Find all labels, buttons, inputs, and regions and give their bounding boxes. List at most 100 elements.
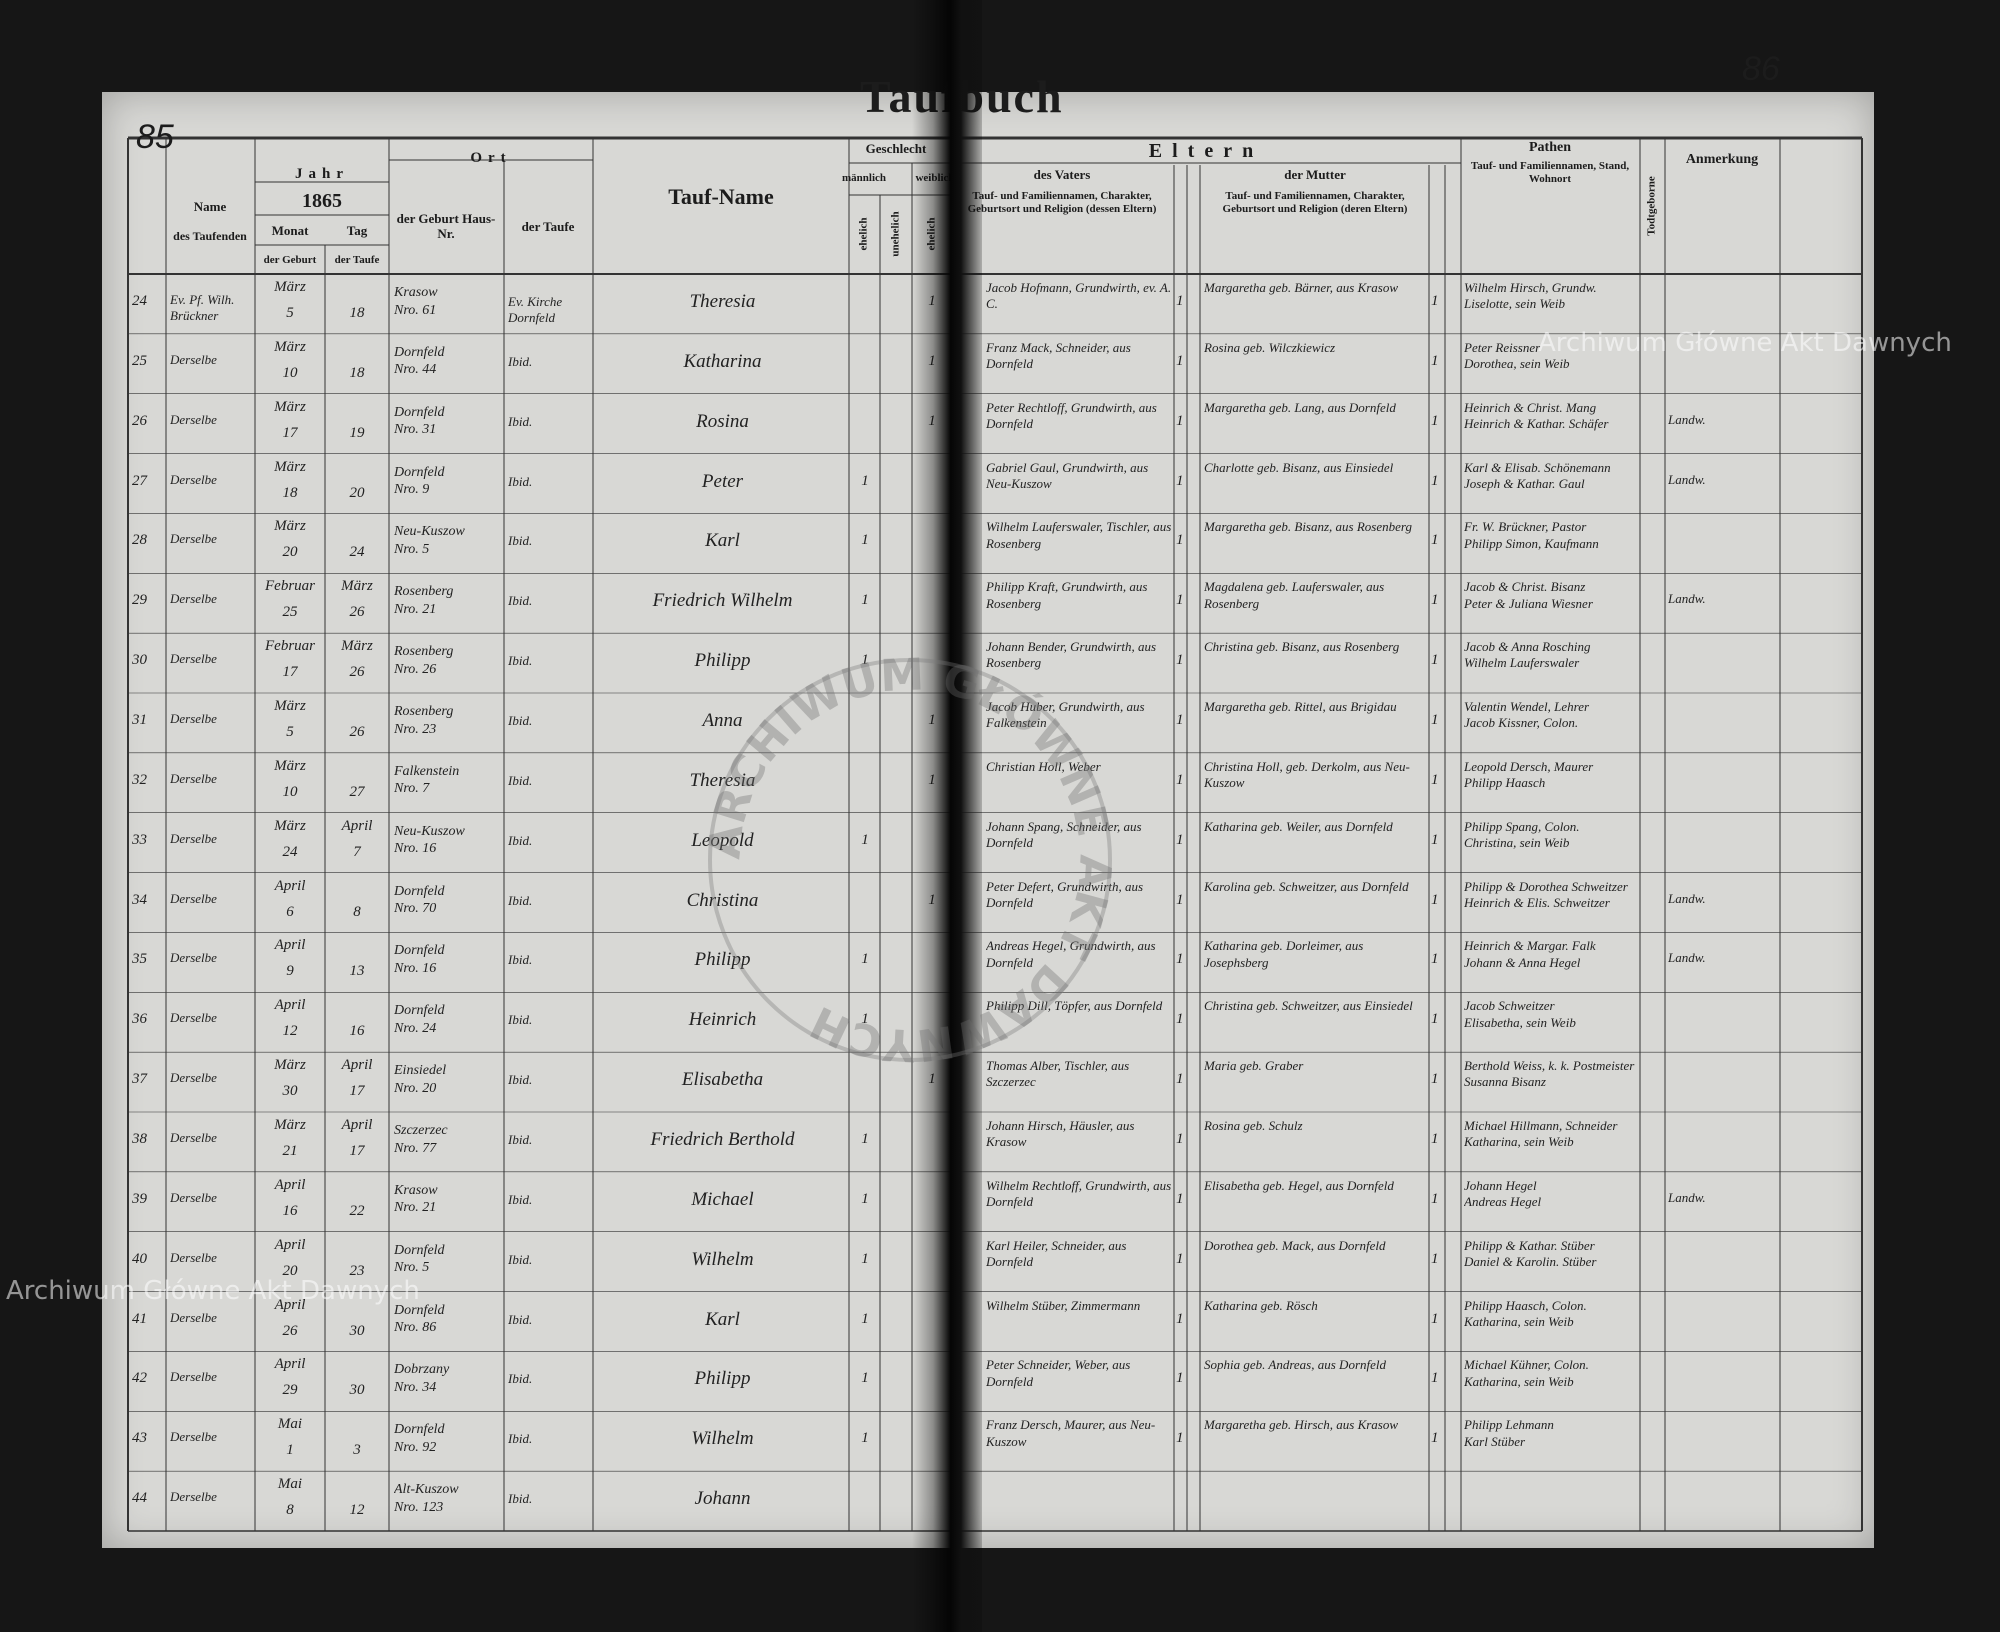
birth-day: 25 (282, 604, 298, 621)
mother: Margaretha geb. Bisanz, aus Rosenberg (1204, 519, 1412, 535)
birth-day: 20 (282, 1262, 298, 1279)
baptism-day: 22 (349, 1202, 365, 1219)
officiant: Derselbe (170, 770, 217, 786)
birth-place: Szczerzec Nro. 77 (394, 1123, 448, 1156)
mother-religion-mark: 1 (1431, 712, 1439, 728)
mother: Karolina geb. Schweitzer, aus Dornfeld (1204, 878, 1409, 894)
entry-number: 30 (132, 652, 147, 669)
mother-religion-mark: 1 (1431, 532, 1439, 549)
header: Monat (271, 223, 309, 238)
baptism-month: April (341, 817, 373, 834)
officiant: Derselbe (170, 1489, 217, 1505)
baptism-name: Wilhelm (691, 1248, 754, 1270)
officiant: Derselbe (170, 471, 217, 487)
birth-month: April (274, 877, 306, 894)
father-religion-mark: 1 (1176, 891, 1184, 908)
binding-fold (912, 0, 982, 1632)
godparents: Philipp & Kathar. Stüber Daniel & Karoli… (1464, 1237, 1597, 1269)
father-religion-mark: 1 (1176, 1250, 1184, 1267)
mother-religion-mark: 1 (1431, 412, 1439, 429)
father: Wilhelm Rechtloff, Grundwirth, aus Dornf… (986, 1177, 1172, 1210)
entry-number: 37 (132, 1071, 147, 1088)
father-religion-mark: 1 (1176, 951, 1184, 968)
entry-number: 29 (132, 592, 147, 609)
godparents: Berthold Weiss, k. k. Postmeister Susann… (1464, 1058, 1635, 1090)
birth-place: Dornfeld Nro. 24 (394, 1003, 445, 1036)
mother: Charlotte geb. Bisanz, aus Einsiedel (1204, 459, 1394, 475)
mother: Sophia geb. Andreas, aus Dornfeld (1204, 1357, 1386, 1373)
male-legitimate: 1 (861, 472, 869, 489)
baptism-place: Ibid. (508, 1191, 533, 1207)
birth-day: 30 (282, 1083, 298, 1100)
birth-place: Dornfeld Nro. 31 (394, 404, 445, 438)
baptism-name: Christina (686, 889, 759, 911)
godparents: Philipp Haasch, Colon. Katharina, sein W… (1464, 1297, 1587, 1329)
godparents: Johann Hegel Andreas Hegel (1464, 1177, 1542, 1210)
baptism-name: Rosina (696, 410, 749, 432)
header: unehelich (889, 211, 902, 257)
baptism-day: 26 (349, 664, 365, 681)
father: Wilhelm Stüber, Zimmermann (986, 1297, 1141, 1313)
entry-number: 27 (132, 472, 147, 489)
mother: Elisabetha geb. Hegel, aus Dornfeld (1204, 1177, 1394, 1193)
header: Anmerkung (1685, 152, 1759, 167)
baptism-day: 13 (349, 963, 365, 980)
baptism-name: Friedrich Berthold (650, 1129, 795, 1150)
godparents: Philipp Spang, Colon. Christina, sein We… (1464, 818, 1580, 850)
baptism-place: Ibid. (508, 353, 533, 369)
mother-religion-mark: 1 (1431, 352, 1439, 369)
baptism-place: Ibid. (508, 1311, 533, 1327)
birth-place: Einsiedel Nro. 20 (394, 1063, 447, 1096)
birth-day: 6 (286, 903, 294, 920)
birth-place: Dobrzany Nro. 34 (394, 1362, 450, 1395)
father-religion-mark: 1 (1176, 1310, 1184, 1327)
mother: Magdalena geb. Lauferswaler, aus Rosenbe… (1204, 579, 1385, 611)
mother: Katharina geb. Dorleimer, aus Josephsber… (1204, 938, 1364, 970)
father: Christian Holl, Weber (986, 758, 1101, 774)
watermark: Archiwum Główne Akt Dawnych (6, 1276, 420, 1306)
birth-day: 17 (282, 664, 298, 681)
officiant: Derselbe (170, 950, 217, 966)
officiant: Derselbe (170, 651, 217, 667)
officiant: Ev. Pf. Wilh. Brückner (170, 292, 235, 324)
mother-religion-mark: 1 (1431, 891, 1439, 908)
header: der Taufe (521, 219, 575, 234)
baptism-name: Leopold (691, 829, 754, 851)
officiant: Derselbe (170, 711, 217, 726)
baptism-place: Ibid. (508, 593, 533, 609)
birth-place: Dornfeld Nro. 9 (394, 464, 445, 498)
father: Johann Hirsch, Häusler, aus Krasow (986, 1118, 1135, 1150)
male-legitimate: 1 (861, 1190, 869, 1207)
mother-religion-mark: 1 (1431, 472, 1439, 489)
officiant: Derselbe (170, 591, 217, 607)
mother: Christina Holl, geb. Derkolm, aus Neu-Ku… (1204, 758, 1410, 791)
birth-month: März (274, 1057, 306, 1074)
entry-number: 38 (132, 1131, 147, 1147)
mother-religion-mark: 1 (1431, 652, 1439, 669)
male-legitimate: 1 (861, 951, 869, 968)
header: Geschlecht (865, 141, 927, 156)
baptism-day: 24 (349, 544, 365, 561)
officiant: Derselbe (170, 890, 217, 906)
godparents: Michael Hillmann, Schneider Katharina, s… (1464, 1118, 1618, 1150)
remark: Landw. (1668, 950, 1706, 966)
birth-place: Dornfeld Nro. 86 (394, 1302, 445, 1336)
birth-place: Alt-Kuszow Nro. 123 (394, 1482, 459, 1515)
father-religion-mark: 1 (1176, 352, 1184, 369)
birth-place: Dornfeld Nro. 16 (394, 943, 445, 976)
birth-month: März (274, 698, 306, 714)
birth-month: März (274, 1117, 306, 1133)
father: Peter Rechtloff, Grundwirth, aus Dornfel… (986, 399, 1157, 431)
birth-month: März (274, 518, 306, 535)
entry-number: 25 (132, 352, 147, 369)
birth-month: März (274, 757, 306, 774)
mother-religion-mark: 1 (1431, 1310, 1439, 1327)
officiant: Derselbe (170, 1309, 217, 1325)
mother: Rosina geb. Wilczkiewicz (1204, 339, 1336, 355)
father: Johann Spang, Schneider, aus Dornfeld (986, 818, 1142, 850)
godparents: Wilhelm Hirsch, Grundw. Liselotte, sein … (1464, 280, 1597, 312)
godparents: Fr. W. Brückner, Pastor Philipp Simon, K… (1464, 519, 1599, 551)
baptism-month: März (341, 638, 373, 655)
birth-day: 9 (286, 963, 294, 980)
